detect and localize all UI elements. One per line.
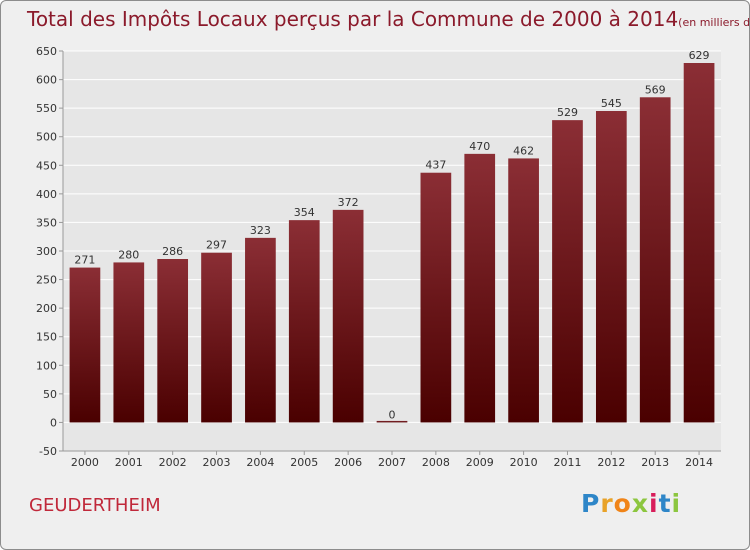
data-label: 569	[645, 83, 666, 96]
data-label: 462	[513, 144, 534, 157]
bar	[376, 420, 408, 423]
x-tick-label: 2013	[641, 456, 669, 469]
x-tick-label: 2008	[422, 456, 450, 469]
logo-letter: x	[631, 489, 649, 518]
bar	[595, 111, 627, 423]
bar	[157, 259, 189, 423]
data-label: 280	[118, 248, 139, 261]
x-tick-label: 2006	[334, 456, 362, 469]
bar	[113, 262, 145, 423]
bar	[288, 220, 320, 423]
x-tick-label: 2007	[378, 456, 406, 469]
logo-letter: P	[581, 489, 601, 518]
x-tick-label: 2011	[553, 456, 581, 469]
bar	[464, 153, 496, 423]
y-tick-label: 200	[36, 302, 57, 315]
x-tick-label: 2004	[246, 456, 274, 469]
x-tick-label: 2005	[290, 456, 318, 469]
y-tick-label: 300	[36, 245, 57, 258]
data-label: 437	[425, 159, 446, 172]
data-label: 372	[338, 196, 359, 209]
y-tick-label: 0	[50, 416, 57, 429]
y-tick-label: 600	[36, 74, 57, 87]
data-label: 323	[250, 224, 271, 237]
logo-letter: r	[600, 489, 614, 518]
bar	[552, 120, 583, 423]
plot-area: -50 0 50 100 150 200 250 300 350 400 450 500 550 600 6…	[36, 45, 721, 469]
logo-letter: t	[658, 489, 672, 518]
chart-title-unit: (en milliers d'€)	[678, 16, 750, 29]
x-tick-label: 2003	[203, 456, 231, 469]
bar	[332, 209, 364, 423]
x-tick-label: 2000	[71, 456, 99, 469]
y-tick-label: 500	[36, 131, 57, 144]
data-label: 271	[74, 254, 95, 267]
data-label: 297	[206, 239, 227, 252]
y-tick-label: 450	[36, 159, 57, 172]
x-tick-label: 2009	[466, 456, 494, 469]
y-tick-label: 550	[36, 102, 57, 115]
logo-letter: i	[649, 489, 659, 518]
bar	[639, 97, 671, 423]
data-label: 470	[469, 140, 490, 153]
data-label: 354	[294, 206, 315, 219]
y-tick-label: 400	[36, 188, 57, 201]
y-tick-label: 250	[36, 274, 57, 287]
data-label: 629	[689, 49, 710, 62]
x-tick-label: 2010	[510, 456, 538, 469]
y-tick-label: 150	[36, 331, 57, 344]
y-tick-label: 650	[36, 45, 57, 58]
bar	[683, 63, 715, 423]
chart-title: Total des Impôts Locaux perçus par la Co…	[27, 7, 750, 31]
commune-name: GEUDERTHEIM	[29, 495, 161, 516]
y-tick-label: 50	[43, 388, 57, 401]
x-tick-label: 2001	[115, 456, 143, 469]
chart-title-main: Total des Impôts Locaux perçus par la Co…	[27, 7, 679, 31]
x-tick-label: 2012	[597, 456, 625, 469]
proxiti-logo: Proxiti	[581, 489, 681, 518]
y-tick-label: 100	[36, 359, 57, 372]
bar	[420, 172, 452, 423]
data-label: 545	[601, 97, 622, 110]
y-tick-label: 350	[36, 216, 57, 229]
bar	[245, 237, 276, 423]
x-tick-label: 2014	[685, 456, 713, 469]
bar	[508, 158, 539, 423]
bar	[201, 252, 232, 423]
data-label: 0	[389, 408, 396, 421]
data-label: 529	[557, 106, 578, 119]
y-tick-label: -50	[39, 445, 57, 458]
x-tick-label: 2002	[159, 456, 187, 469]
data-label: 286	[162, 245, 183, 258]
logo-letter: o	[613, 489, 632, 518]
logo-letter: i	[671, 489, 682, 518]
bar	[69, 267, 101, 423]
